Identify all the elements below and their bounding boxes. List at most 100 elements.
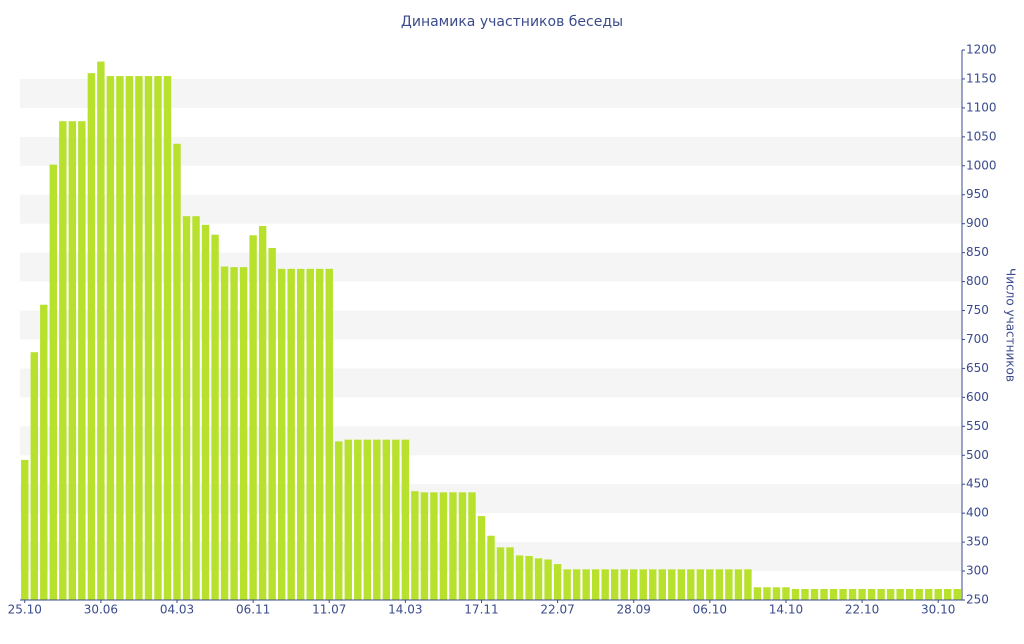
bar bbox=[439, 492, 448, 600]
bar bbox=[30, 352, 38, 600]
bar bbox=[630, 569, 638, 600]
bar bbox=[706, 569, 714, 600]
bar bbox=[582, 569, 590, 600]
bar bbox=[144, 76, 153, 601]
bar bbox=[268, 248, 276, 600]
bar bbox=[296, 268, 305, 600]
bar bbox=[915, 589, 923, 600]
bar bbox=[154, 76, 162, 601]
bar bbox=[220, 266, 229, 600]
bar bbox=[553, 564, 562, 600]
bar bbox=[687, 569, 695, 600]
bar bbox=[116, 76, 124, 601]
bar bbox=[211, 234, 219, 600]
x-tick-label: 30.10 bbox=[921, 603, 955, 617]
bar bbox=[725, 569, 733, 600]
bar bbox=[886, 589, 895, 600]
plot-area bbox=[21, 61, 961, 601]
bar bbox=[411, 491, 419, 600]
bar bbox=[458, 492, 467, 600]
bar bbox=[249, 235, 257, 600]
bar bbox=[677, 569, 686, 600]
bar bbox=[173, 143, 181, 600]
y-tick-label: 400 bbox=[966, 506, 989, 520]
bar bbox=[791, 589, 800, 600]
x-tick-label: 22.10 bbox=[845, 603, 879, 617]
bar bbox=[201, 224, 210, 600]
y-tick-label: 500 bbox=[966, 448, 989, 462]
bar bbox=[125, 76, 134, 601]
bar bbox=[430, 492, 438, 600]
bar bbox=[753, 587, 762, 600]
bar bbox=[68, 121, 77, 601]
bar bbox=[468, 492, 476, 600]
bar bbox=[829, 589, 838, 600]
x-tick-label: 25.10 bbox=[8, 603, 42, 617]
y-axis-label: Число участников bbox=[1004, 268, 1018, 382]
y-tick-label: 950 bbox=[966, 187, 989, 201]
grid-band bbox=[20, 78, 962, 108]
bar bbox=[515, 555, 524, 600]
bar bbox=[944, 589, 952, 600]
x-tick-label: 28.09 bbox=[617, 603, 651, 617]
bar bbox=[839, 589, 847, 600]
bar bbox=[772, 587, 781, 600]
bar bbox=[649, 569, 657, 600]
bar bbox=[420, 492, 429, 600]
bar bbox=[639, 569, 647, 600]
bar bbox=[572, 569, 581, 600]
bar bbox=[344, 439, 352, 600]
bar bbox=[477, 516, 486, 600]
bar bbox=[924, 589, 933, 600]
y-tick-label: 850 bbox=[966, 245, 989, 259]
bar bbox=[858, 589, 866, 600]
bar bbox=[392, 439, 400, 600]
bar bbox=[277, 268, 286, 600]
bar bbox=[658, 569, 666, 600]
bar bbox=[896, 589, 904, 600]
bar bbox=[744, 569, 752, 600]
bar bbox=[182, 216, 191, 600]
bar bbox=[239, 267, 248, 600]
bar bbox=[382, 439, 391, 600]
bar bbox=[810, 589, 819, 600]
bar bbox=[49, 164, 58, 600]
bar bbox=[106, 76, 115, 601]
bar bbox=[487, 535, 495, 600]
y-tick-label: 750 bbox=[966, 303, 989, 317]
bar bbox=[449, 492, 457, 600]
y-tick-label: 350 bbox=[966, 535, 989, 549]
bar bbox=[534, 558, 543, 600]
bar bbox=[905, 589, 914, 600]
bar bbox=[620, 569, 628, 600]
bar bbox=[601, 569, 609, 600]
bar bbox=[316, 268, 324, 600]
bar bbox=[563, 569, 571, 600]
bar bbox=[354, 439, 362, 600]
y-tick-label: 900 bbox=[966, 216, 989, 230]
bar bbox=[525, 556, 533, 600]
x-tick-label: 30.06 bbox=[84, 603, 118, 617]
y-tick-label: 250 bbox=[966, 593, 989, 607]
bar bbox=[78, 121, 86, 601]
bar bbox=[668, 569, 676, 600]
bar bbox=[97, 61, 105, 600]
y-tick-label: 1050 bbox=[966, 129, 997, 143]
bar bbox=[373, 439, 381, 600]
bar bbox=[696, 569, 705, 600]
bar bbox=[848, 589, 857, 600]
x-tick-label: 14.03 bbox=[388, 603, 422, 617]
bar bbox=[135, 76, 143, 601]
bar bbox=[496, 547, 505, 600]
x-tick-label: 04.03 bbox=[160, 603, 194, 617]
bar bbox=[401, 439, 410, 600]
x-tick-label: 17.11 bbox=[464, 603, 498, 617]
y-tick-label: 700 bbox=[966, 332, 989, 346]
bar bbox=[192, 216, 200, 600]
x-tick-label: 11.07 bbox=[312, 603, 346, 617]
y-tick-label: 800 bbox=[966, 274, 989, 288]
chart-title: Динамика участников беседы bbox=[401, 14, 623, 30]
bar bbox=[867, 589, 876, 600]
y-tick-label: 300 bbox=[966, 564, 989, 578]
